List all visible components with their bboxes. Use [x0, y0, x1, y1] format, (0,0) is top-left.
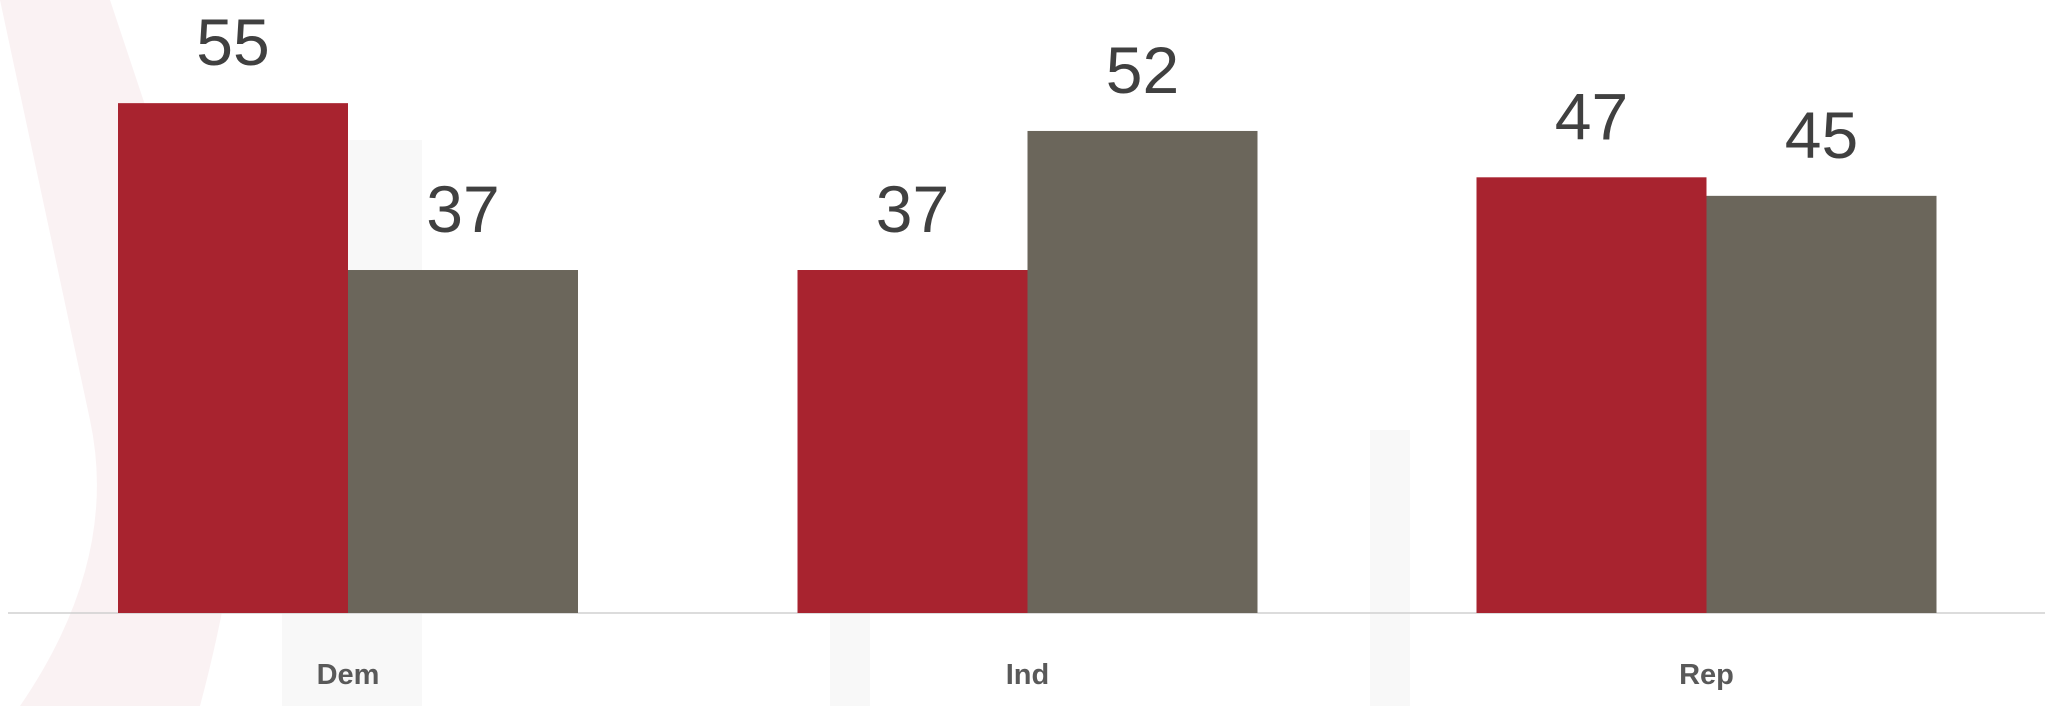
- data-label: 47: [1555, 79, 1628, 153]
- x-tick-label: Ind: [1006, 659, 1050, 691]
- data-label: 37: [426, 172, 499, 246]
- bar: [1476, 177, 1707, 613]
- data-label: 55: [196, 5, 269, 79]
- x-tick-label: Rep: [1679, 659, 1734, 691]
- bar: [348, 270, 578, 613]
- data-label: 45: [1785, 98, 1858, 172]
- data-label: 52: [1106, 33, 1179, 107]
- bar: [797, 270, 1028, 613]
- bar: [1706, 195, 1937, 613]
- x-tick-label: Dem: [317, 659, 380, 691]
- bar: [118, 103, 348, 614]
- data-label: 37: [876, 172, 949, 246]
- bar: [1027, 130, 1258, 613]
